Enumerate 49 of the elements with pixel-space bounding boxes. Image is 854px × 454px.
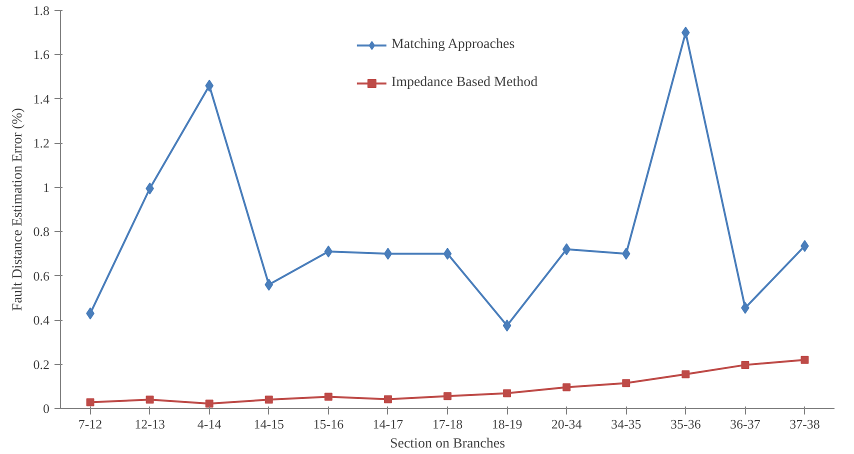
point	[205, 400, 214, 408]
x-tick-label: 4-14	[197, 416, 222, 432]
y-tick-label: 1.4	[33, 91, 50, 106]
x-tick-label: 15-16	[313, 416, 344, 432]
y-tick-label: 0.6	[33, 268, 50, 284]
x-tick-label: 34-35	[610, 416, 642, 432]
x-tick-label: 7-12	[78, 416, 102, 432]
point	[324, 246, 333, 258]
y-tick-label: 1.2	[33, 136, 50, 151]
point	[264, 396, 273, 404]
y-tick-label: 1	[43, 180, 50, 195]
point	[622, 248, 630, 260]
point	[205, 80, 214, 92]
point	[86, 398, 94, 406]
x-tick-label: 36-37	[730, 416, 761, 432]
y-tick-label: 1.6	[33, 47, 50, 62]
point	[324, 392, 332, 401]
x-tick-label: 17-18	[432, 416, 463, 432]
x-tick-label: 37-38	[790, 416, 820, 432]
point	[800, 356, 809, 364]
x-tick-label: 35-36	[670, 416, 702, 432]
point	[444, 392, 452, 400]
point	[384, 395, 392, 404]
y-axis-title: Fault Distance Estimation Error (%)	[10, 108, 26, 311]
point	[503, 389, 512, 398]
x-axis-title: Section on Branches	[390, 436, 506, 452]
point	[146, 396, 154, 404]
point	[443, 248, 452, 260]
point	[562, 383, 571, 392]
point	[681, 26, 690, 39]
x-tick-label: 14-17	[372, 416, 404, 432]
point	[741, 360, 750, 369]
legend-label: Matching Approaches	[391, 37, 515, 53]
point	[682, 370, 690, 378]
x-tick-label: 14-15	[254, 416, 284, 432]
point	[384, 248, 392, 260]
y-tick-label: 0.8	[33, 224, 50, 240]
x-tick-label: 12-13	[134, 416, 165, 432]
point	[622, 379, 630, 388]
y-tick-label: 0.4	[33, 312, 50, 328]
legend-label: Impedance Based Method	[391, 75, 538, 91]
y-tick-label: 0.2	[33, 356, 50, 372]
x-tick-label: 20-34	[551, 416, 582, 432]
point	[562, 243, 571, 256]
x-tick-label: 18-19	[492, 416, 522, 432]
y-tick-label: 0	[43, 401, 50, 416]
point	[264, 278, 274, 291]
y-tick-label: 1.8	[33, 3, 50, 18]
point	[502, 320, 512, 332]
